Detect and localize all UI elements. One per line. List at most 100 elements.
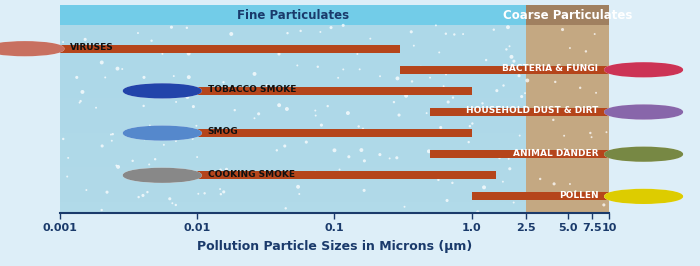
Point (144, 123, 155, 128)
Point (452, 151, 463, 156)
Point (477, 151, 488, 155)
Point (188, 105, 199, 109)
Circle shape (606, 63, 682, 76)
Point (506, 55, 517, 59)
Point (488, 28, 499, 32)
Point (77, 90, 88, 94)
Point (550, 80, 561, 84)
Point (407, 79, 418, 84)
Point (102, 190, 113, 194)
Point (504, 167, 515, 171)
Point (358, 188, 370, 193)
Point (586, 135, 597, 139)
Point (442, 198, 453, 203)
Text: Coarse Particulates: Coarse Particulates (503, 9, 632, 22)
Point (326, 26, 337, 30)
Point (181, 26, 193, 30)
Point (391, 156, 402, 160)
Point (503, 157, 514, 161)
Text: TOBACCO SMOKE: TOBACCO SMOKE (208, 85, 296, 94)
Point (75, 99, 86, 103)
Point (322, 104, 333, 108)
Text: Fine Particulates: Fine Particulates (237, 9, 349, 22)
Point (334, 167, 345, 172)
Point (514, 74, 525, 78)
Point (176, 135, 187, 139)
Point (112, 66, 123, 71)
Point (438, 84, 449, 88)
Point (193, 192, 204, 196)
Point (127, 159, 139, 163)
Point (583, 150, 594, 155)
Point (509, 194, 520, 198)
Point (433, 50, 444, 55)
Point (400, 94, 412, 98)
Point (133, 195, 144, 199)
Point (494, 156, 505, 160)
Point (97, 144, 108, 148)
Point (132, 31, 144, 35)
Point (424, 149, 435, 153)
Point (352, 52, 363, 56)
Text: ANIMAL DANDER: ANIMAL DANDER (513, 148, 598, 157)
Point (139, 137, 150, 142)
Point (589, 32, 601, 36)
Point (141, 84, 153, 88)
Bar (430, 150, 609, 158)
Point (410, 66, 421, 70)
Point (478, 185, 489, 189)
Point (557, 27, 568, 32)
Point (170, 203, 181, 207)
Point (497, 180, 508, 184)
Point (157, 52, 168, 56)
Point (430, 23, 442, 27)
Point (472, 210, 483, 214)
Text: POLLEN: POLLEN (559, 191, 598, 200)
Bar (60, 202, 526, 236)
Bar (60, 63, 526, 98)
Point (393, 113, 405, 117)
Point (150, 157, 161, 161)
Point (343, 155, 354, 159)
Point (491, 89, 503, 93)
Point (440, 32, 452, 36)
Point (62, 156, 74, 160)
Point (146, 39, 158, 43)
Point (117, 67, 128, 71)
Point (71, 75, 83, 80)
Point (442, 100, 454, 104)
Point (279, 144, 290, 148)
Point (312, 65, 323, 69)
Point (559, 147, 570, 151)
Circle shape (124, 84, 201, 97)
Point (447, 181, 458, 185)
Point (508, 200, 519, 205)
Point (292, 63, 303, 68)
Bar (60, 5, 526, 25)
Point (354, 67, 365, 72)
Text: SMOG: SMOG (208, 127, 238, 136)
Point (365, 36, 376, 41)
Point (519, 91, 531, 95)
Point (549, 182, 560, 186)
Point (508, 64, 519, 68)
Point (187, 137, 198, 141)
Point (80, 37, 91, 41)
Bar (197, 129, 472, 137)
Point (522, 78, 533, 83)
Point (57, 40, 69, 44)
Point (440, 72, 452, 77)
Point (601, 130, 612, 134)
Point (598, 203, 610, 207)
Point (503, 25, 514, 29)
Point (516, 94, 527, 99)
Point (176, 169, 187, 173)
Point (271, 148, 282, 152)
Point (547, 118, 559, 122)
Point (358, 127, 369, 131)
Point (195, 49, 206, 53)
Point (570, 189, 581, 193)
Bar (197, 171, 496, 179)
Point (111, 163, 122, 168)
Bar (60, 167, 526, 202)
